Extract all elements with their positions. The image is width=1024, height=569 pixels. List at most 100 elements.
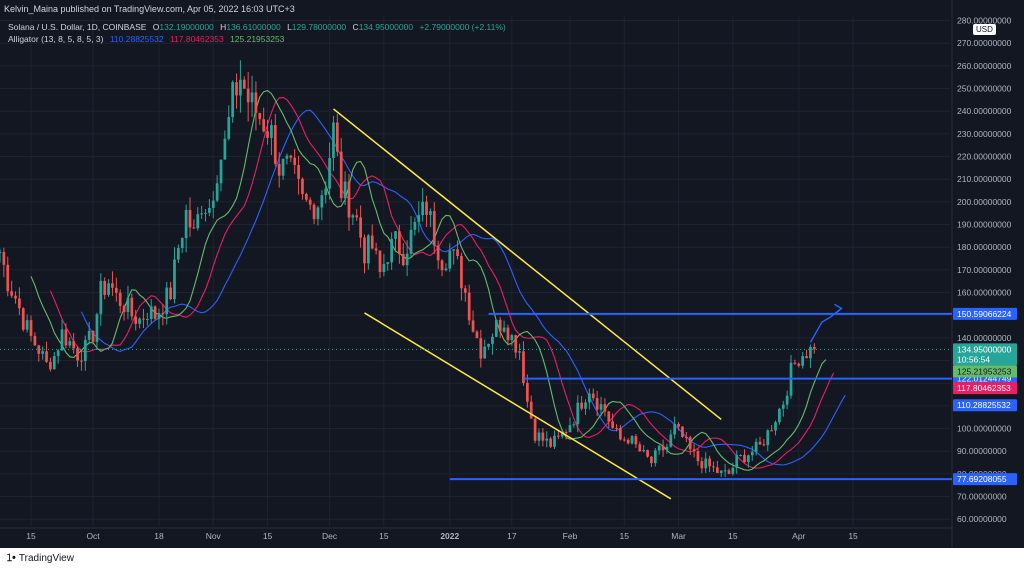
x-tick-label: 15 [26, 531, 36, 541]
candle-body [588, 393, 591, 403]
candle-body [266, 131, 269, 138]
indicator-name[interactable]: Alligator (13, 8, 5, 8, 5, 3) [8, 34, 104, 44]
candle-body [208, 207, 211, 213]
candle-body [529, 401, 533, 419]
candle-body [471, 320, 475, 332]
lips-tag-bg [953, 365, 1017, 378]
y-tick-label: 100.00000000 [957, 424, 1012, 434]
candle-body [778, 408, 781, 423]
candle-body [557, 435, 560, 437]
ohlc-open: O132.19000000 [152, 22, 214, 32]
candle-body [246, 88, 250, 103]
candle-body [405, 253, 409, 266]
candle-body [812, 347, 816, 350]
candle-body [10, 291, 13, 296]
y-tick-label: 190.00000000 [957, 220, 1012, 230]
candle-body [506, 327, 510, 341]
teeth-tag-bg [953, 382, 1017, 395]
candle-body [518, 351, 521, 353]
x-tick-label: Mar [671, 531, 686, 541]
candle-body [382, 263, 386, 273]
ohlc-high: H136.61000000 [220, 22, 281, 32]
y-tick-label: 90.00000000 [957, 446, 1007, 456]
candle-body [704, 458, 708, 469]
symbol-name[interactable]: Solana / U.S. Dollar, 1D, COINBASE [8, 22, 147, 32]
candle-body [335, 122, 339, 152]
tradingview-logo[interactable]: 𝟷• TradingView [6, 552, 74, 565]
candle-body [785, 395, 789, 405]
candle-body [363, 237, 366, 264]
candle-body [320, 195, 324, 208]
candle-body [29, 320, 33, 336]
candle-body [603, 404, 607, 412]
candle-body [731, 467, 735, 474]
candle-body [196, 214, 200, 229]
candle-body [809, 347, 812, 359]
candle-body [409, 229, 413, 254]
candle-body [301, 178, 304, 195]
candle-body [727, 470, 731, 474]
candle-body [2, 252, 6, 265]
candle-body [68, 341, 72, 346]
candle-body [281, 158, 285, 176]
candle-body [56, 350, 60, 357]
candle-body [25, 320, 29, 330]
candle-body [215, 183, 219, 201]
candle-body [173, 259, 176, 300]
candle-body [192, 227, 196, 229]
candle-body [525, 382, 529, 402]
candle-body [343, 181, 347, 199]
candle-body [161, 313, 165, 315]
candle-body [719, 470, 723, 473]
candle-body [715, 467, 719, 473]
candle-body [332, 122, 335, 158]
currency-badge[interactable]: USD [973, 24, 996, 35]
candle-body [564, 432, 568, 434]
candle-body [49, 361, 52, 370]
x-tick-label: Apr [792, 531, 805, 541]
teeth-tag: 117.80462353 [957, 383, 1011, 393]
candle-body [572, 424, 576, 426]
candle-body [533, 418, 537, 441]
alligator-jaw-line [80, 109, 846, 466]
candle-body [615, 427, 618, 429]
candle-body [607, 411, 611, 422]
candle-body [739, 454, 742, 456]
candle-body [80, 360, 83, 362]
channel-lower-line [364, 312, 672, 500]
y-tick-label: 170.00000000 [957, 265, 1012, 275]
candle-body [417, 215, 421, 223]
y-tick-label: 280.00000000 [957, 16, 1012, 26]
candle-body [669, 434, 673, 447]
candle-body [805, 356, 808, 359]
candle-body [157, 313, 161, 319]
x-tick-label: Feb [563, 531, 578, 541]
candle-body [324, 188, 328, 196]
candle-body [432, 211, 436, 246]
candle-body [429, 211, 432, 215]
level-tag-3: 77.69208055 [957, 474, 1007, 484]
candle-body [72, 341, 76, 349]
x-tick-label: 15 [379, 531, 389, 541]
candle-body [723, 470, 727, 472]
candle-body [153, 306, 157, 319]
candle-body [463, 288, 467, 293]
candle-body [386, 262, 390, 264]
countdown-tag: 10:56:54 [957, 354, 990, 364]
candle-body [797, 363, 801, 366]
candle-body [347, 181, 351, 218]
candle-body [584, 402, 587, 409]
indicator-legend: Alligator (13, 8, 5, 8, 5, 3) 110.288255… [8, 34, 288, 44]
x-tick-label: 18 [154, 531, 164, 541]
candle-body [626, 439, 630, 444]
candle-body [60, 329, 64, 351]
candle-body [118, 292, 122, 306]
price-chart[interactable]: 60.0000000070.0000000080.0000000090.0000… [0, 0, 1024, 548]
candle-body [103, 280, 107, 295]
ohlc-change: +2.79000000 (+2.11%) [419, 22, 506, 32]
tv-brand-text: TradingView [18, 553, 74, 564]
current-price-tag-bg [953, 343, 1017, 366]
candle-body [801, 356, 805, 366]
footer-bar: 𝟷• TradingView [0, 548, 1024, 569]
candle-body [591, 393, 595, 399]
